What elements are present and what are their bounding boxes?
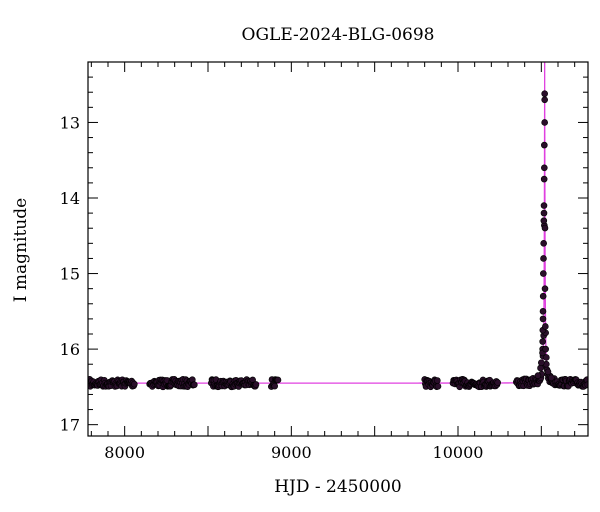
x-tick-label: 10000 — [433, 443, 484, 462]
data-point — [541, 285, 549, 292]
data-point — [540, 175, 548, 183]
data-point — [541, 119, 548, 126]
data-point — [541, 90, 548, 98]
x-tick-labels: 8000 9000 10000 — [104, 443, 483, 462]
data-points — [88, 62, 588, 391]
data-point — [274, 376, 282, 384]
data-point — [534, 372, 542, 379]
data-point — [540, 270, 547, 277]
data-point — [542, 345, 549, 353]
data-point — [540, 209, 548, 217]
data-point — [541, 96, 548, 104]
data-point — [544, 368, 552, 376]
plot-clip-group — [88, 62, 588, 391]
data-point — [541, 164, 548, 172]
data-point — [548, 374, 555, 382]
y-tick-label: 17 — [60, 416, 80, 435]
x-axis-label: HJD - 2450000 — [274, 477, 402, 497]
data-point — [252, 381, 260, 388]
data-point — [540, 240, 547, 247]
data-point — [540, 217, 548, 224]
data-point — [271, 382, 278, 390]
y-tick-label: 15 — [60, 265, 80, 284]
data-point — [131, 380, 138, 388]
data-point — [494, 379, 501, 386]
plot-frame — [87, 61, 589, 437]
data-point — [541, 141, 548, 149]
data-point — [539, 308, 547, 315]
y-tick-label: 14 — [60, 189, 80, 208]
data-point — [434, 377, 441, 384]
chart-title: OGLE-2024-BLG-0698 — [242, 25, 435, 45]
data-point — [543, 354, 550, 361]
model-curve — [88, 93, 588, 384]
data-point — [539, 292, 547, 300]
data-point — [538, 359, 545, 367]
data-point — [191, 381, 198, 389]
data-point — [540, 255, 547, 262]
y-tick-labels: 13 14 15 16 17 — [60, 113, 80, 434]
y-axis-label: I magnitude — [11, 198, 31, 302]
data-point — [434, 383, 442, 390]
data-point — [539, 315, 547, 323]
data-point — [540, 202, 548, 209]
major-ticks — [88, 62, 588, 436]
x-tick-label: 9000 — [271, 443, 312, 462]
data-point — [539, 338, 546, 345]
data-point — [541, 224, 549, 232]
x-tick-label: 8000 — [104, 443, 145, 462]
y-tick-label: 13 — [60, 113, 80, 132]
data-point — [542, 323, 549, 330]
y-tick-label: 16 — [60, 340, 80, 359]
